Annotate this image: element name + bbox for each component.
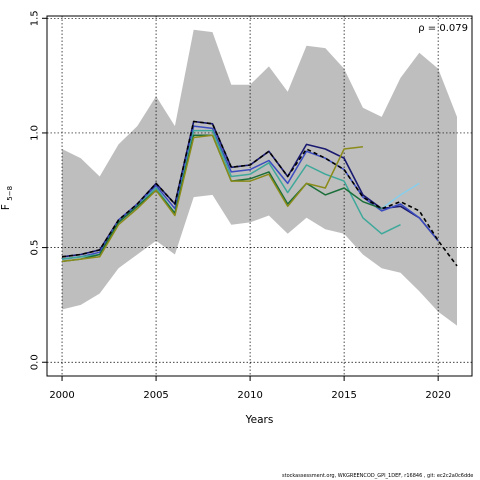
y-axis-title-subscript: 5−8 [6, 186, 14, 201]
x-tick-label: 2005 [143, 390, 168, 401]
x-tick-label: 2015 [331, 390, 356, 401]
series-layer [61, 120, 458, 267]
x-axis-title: Years [245, 414, 274, 426]
y-axis-title-main: F [0, 204, 12, 210]
y-tick-label: 0.5 [30, 240, 41, 256]
series-line-5 [61, 134, 363, 263]
x-tick-label: 2000 [49, 390, 74, 401]
x-tick-label: 2010 [237, 390, 262, 401]
series-line-6 [381, 182, 420, 210]
y-tick-label: 1.5 [30, 10, 41, 26]
x-tick-label: 2020 [425, 390, 450, 401]
axis-layer: 2000 2005 2010 2015 2020 0.0 0.5 1.0 1.5 [30, 10, 451, 401]
y-tick-label: 1.0 [30, 125, 41, 141]
y-axis-title: F 5−8 [0, 186, 14, 210]
grid-layer [47, 16, 472, 376]
plot-frame [46, 15, 473, 377]
footer-source-text: stockassessment.org, WKGREENCOD_GPI_1DEF… [282, 473, 474, 479]
series-line-7 [61, 120, 458, 267]
rho-annotation: ρ = 0.079 [418, 23, 468, 34]
svg-text:F 5−8: F 5−8 [0, 186, 14, 210]
y-tick-label: 0.0 [30, 354, 41, 370]
